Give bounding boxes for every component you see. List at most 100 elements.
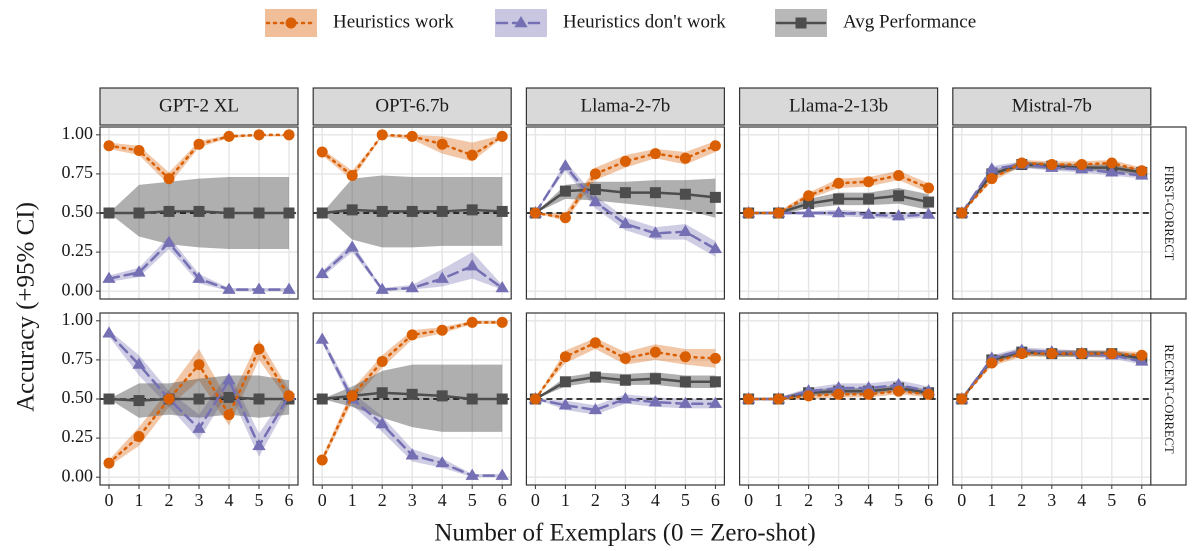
marker [893, 385, 905, 397]
ci-band [535, 141, 716, 221]
marker [102, 326, 116, 338]
panel [99, 126, 299, 300]
panel [952, 126, 1152, 300]
x-axis-title: Number of Exemplars (0 = Zero-shot) [434, 520, 815, 547]
y-axis-title: Accuracy (+95% CI) [13, 202, 40, 412]
marker [193, 393, 205, 405]
marker [559, 376, 571, 388]
x-tick-label: 4 [651, 490, 660, 510]
marker [648, 395, 663, 407]
row-label: FIRST-CORRECT [1162, 166, 1176, 261]
facet-strip [525, 87, 726, 126]
marker [132, 357, 146, 369]
legend-label: Heuristics work [333, 11, 454, 32]
marker [103, 207, 115, 219]
panel-border [312, 126, 512, 300]
legend-key-marker [285, 17, 297, 29]
facet-strip [952, 87, 1152, 126]
marker [466, 149, 478, 161]
marker [831, 381, 846, 393]
marker [253, 343, 265, 355]
marker [831, 206, 846, 218]
marker [1106, 157, 1118, 169]
marker [252, 282, 266, 294]
marker [863, 176, 875, 188]
panel-border [525, 126, 726, 300]
x-tick-label: 3 [195, 490, 204, 510]
marker [406, 205, 418, 217]
marker [773, 207, 785, 219]
x-tick-label: 3 [408, 490, 417, 510]
marker [252, 438, 266, 451]
marker [193, 138, 205, 150]
marker [679, 188, 691, 200]
marker [863, 388, 875, 400]
ci-band [322, 320, 503, 464]
marker [316, 146, 328, 158]
marker [861, 207, 876, 219]
row-strip [1149, 126, 1187, 300]
x-tick-label: 3 [834, 490, 843, 510]
marker [163, 205, 175, 217]
marker [678, 224, 693, 236]
marker [496, 316, 508, 328]
marker [316, 454, 328, 466]
y-tick-label: 0.75 [62, 348, 94, 368]
marker [466, 393, 478, 405]
marker [133, 431, 145, 443]
marker [649, 373, 661, 385]
marker [1016, 348, 1028, 360]
marker [466, 204, 478, 216]
marker [495, 281, 509, 293]
legend-item: Heuristics don't work [495, 9, 726, 37]
marker [436, 390, 448, 402]
marker [495, 468, 509, 480]
marker [253, 207, 265, 219]
marker [923, 196, 935, 208]
ci-band [961, 348, 1142, 399]
y-tick-label: 0.25 [62, 426, 94, 446]
ci-band [961, 159, 1142, 213]
ci-band [322, 242, 503, 292]
x-tick-label: 0 [957, 490, 966, 510]
x-tick-label: 5 [894, 490, 903, 510]
row-label: RECENT-CORRECT [1162, 344, 1176, 454]
marker [708, 241, 723, 254]
x-tick-label: 2 [1017, 490, 1026, 510]
legend-key-marker [514, 16, 528, 28]
marker [466, 316, 478, 328]
marker [315, 266, 329, 279]
marker [253, 129, 265, 141]
marker [649, 346, 661, 358]
marker [192, 421, 206, 433]
marker [405, 281, 419, 293]
marker [618, 216, 633, 229]
x-tick-label: 4 [225, 490, 234, 510]
marker [376, 129, 388, 141]
facet-title: GPT-2 XL [159, 95, 239, 116]
x-tick-label: 2 [165, 490, 174, 510]
panel [312, 126, 512, 300]
marker [345, 240, 359, 252]
marker [893, 169, 905, 181]
panel [312, 312, 512, 486]
marker [346, 169, 358, 181]
marker [192, 271, 206, 283]
marker [283, 207, 295, 219]
marker [679, 376, 691, 388]
marker [558, 159, 573, 171]
x-tick-label: 6 [498, 490, 507, 510]
x-tick-label: 1 [774, 490, 783, 510]
facet-strip [738, 87, 939, 126]
marker [985, 162, 999, 174]
marker [346, 390, 358, 402]
marker [436, 138, 448, 150]
ci-band [109, 339, 289, 467]
facet-title: Llama-2-7b [581, 95, 671, 116]
marker [861, 381, 876, 393]
marker [619, 374, 631, 386]
panel [952, 312, 1152, 486]
marker [223, 130, 235, 142]
